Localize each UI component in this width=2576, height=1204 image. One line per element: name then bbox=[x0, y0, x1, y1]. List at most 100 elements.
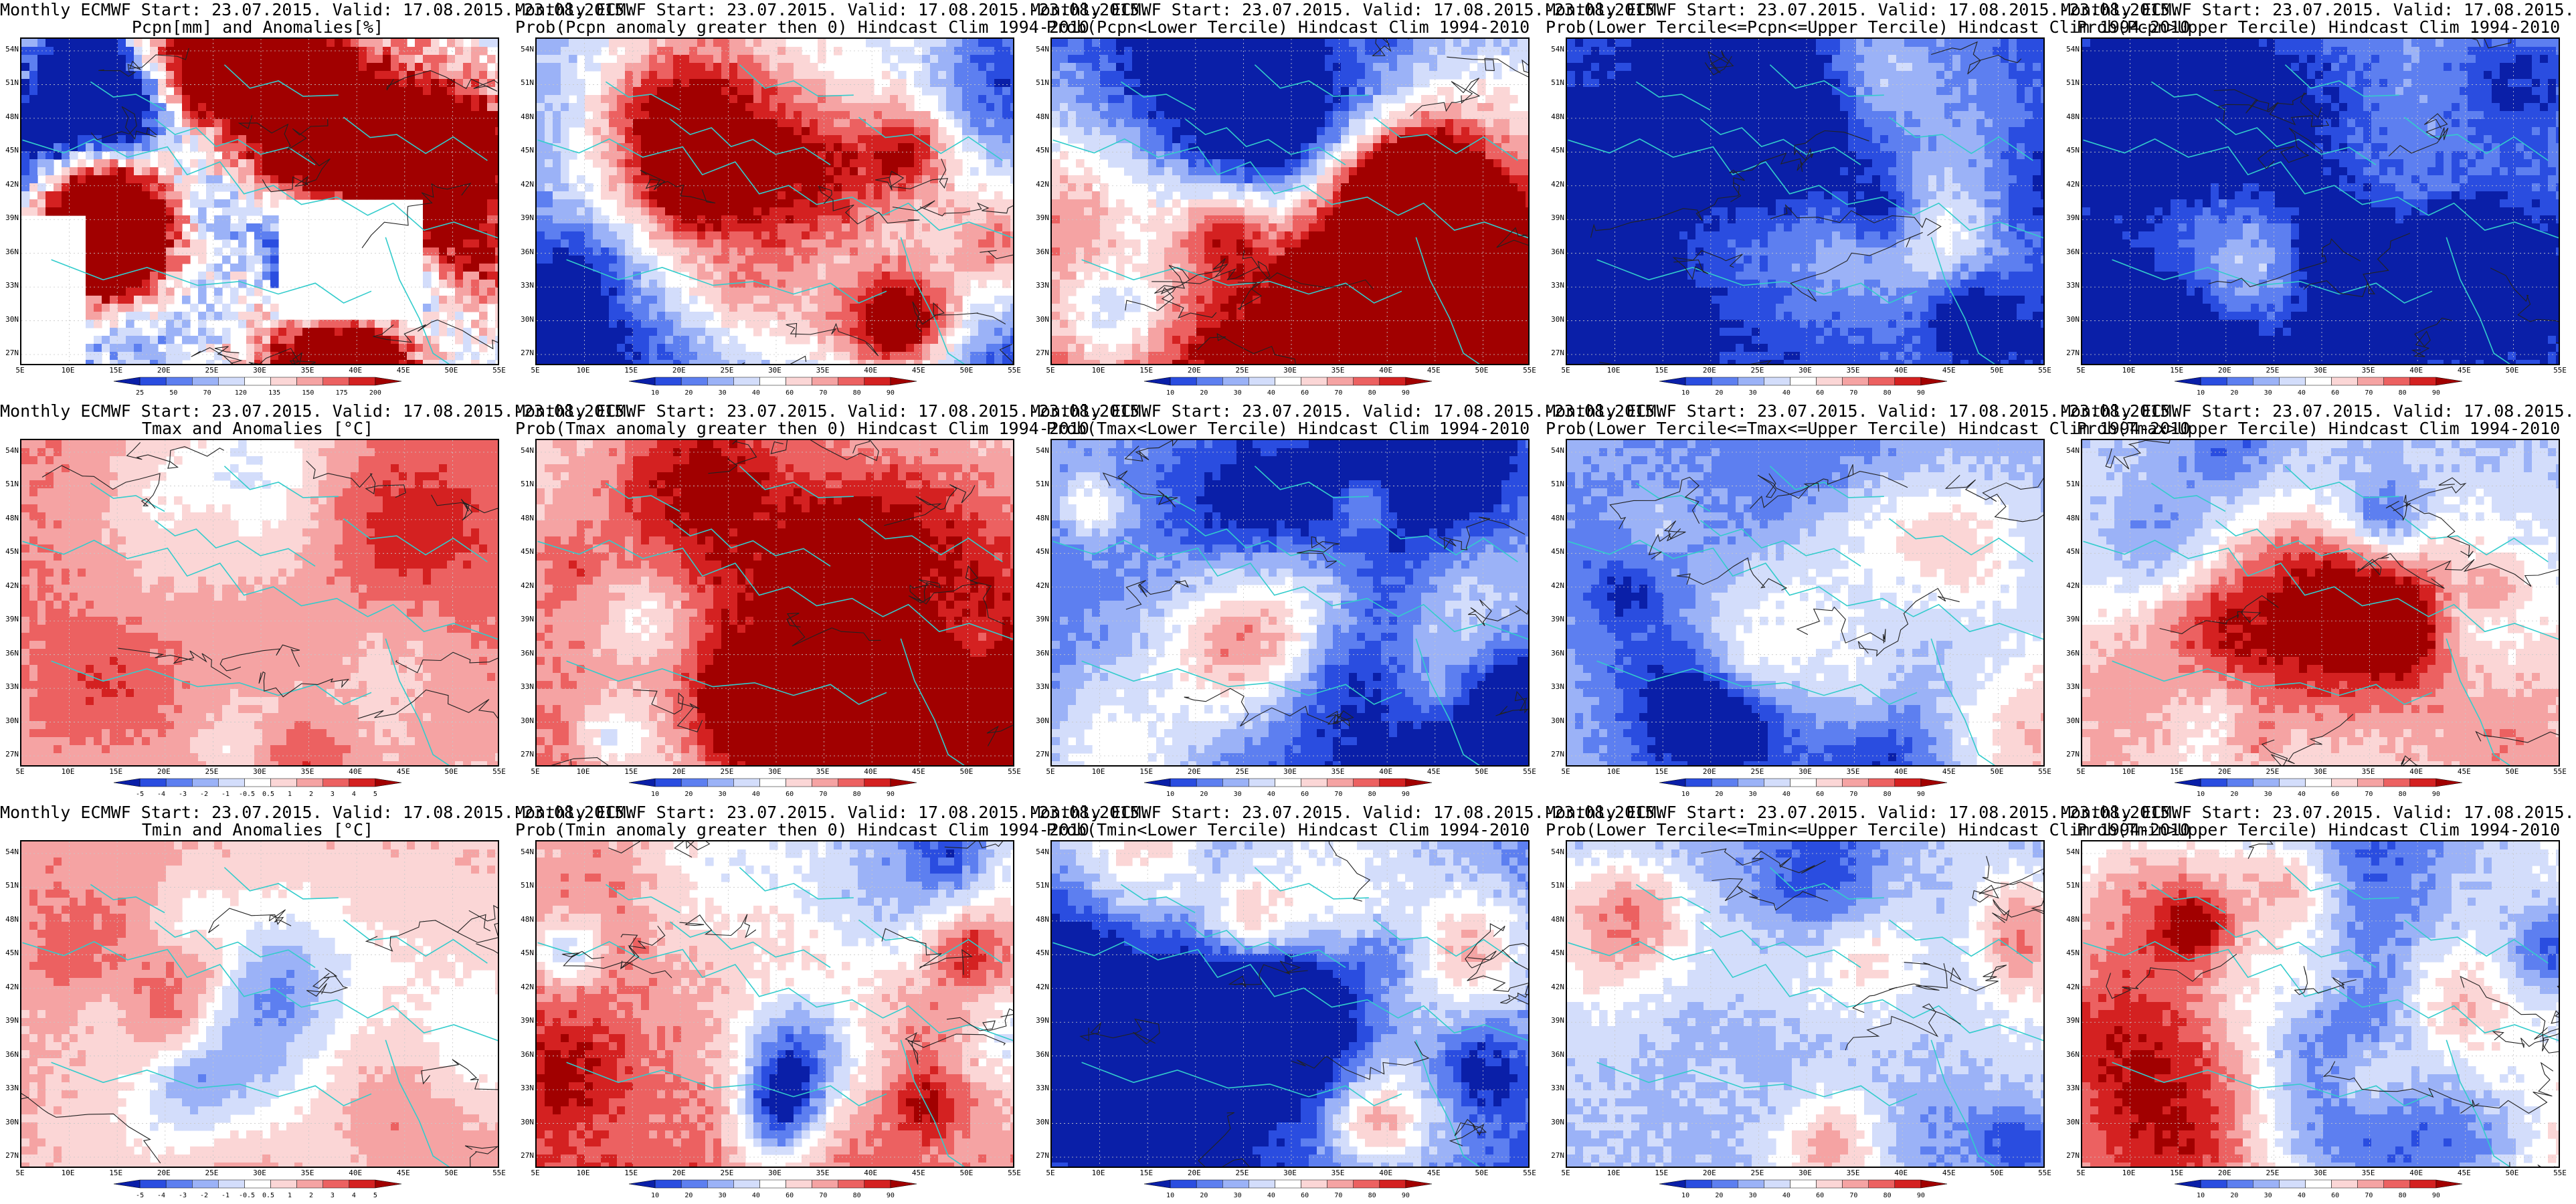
colorbar-label: -4 bbox=[150, 1192, 173, 1200]
latitude-label: 54N bbox=[2062, 447, 2080, 455]
colorbar-swatch bbox=[2409, 1179, 2437, 1189]
latitude-label: 51N bbox=[2062, 882, 2080, 890]
colorbar-swatch bbox=[759, 1179, 786, 1189]
longitude-label: 5E bbox=[525, 367, 545, 375]
colorbar-label: 20 bbox=[1708, 791, 1730, 799]
latitude-label: 45N bbox=[1032, 146, 1049, 155]
latitude-label: 30N bbox=[1547, 315, 1564, 324]
colorbar-label: 60 bbox=[2324, 1192, 2347, 1200]
panel-title: Monthly ECMWF Start: 23.07.2015. Valid: … bbox=[0, 403, 634, 420]
latitude-label: 45N bbox=[1, 146, 19, 155]
longitude-label: 20E bbox=[1699, 768, 1720, 776]
colorbar-label: 90 bbox=[2425, 389, 2448, 397]
longitude-label: 35E bbox=[1328, 1169, 1348, 1177]
longitude-label: 35E bbox=[1328, 768, 1348, 776]
longitude-label: 5E bbox=[1040, 367, 1061, 375]
map-area bbox=[535, 37, 1014, 365]
latitude-label: 42N bbox=[2062, 180, 2080, 189]
colorbar-swatch bbox=[349, 778, 376, 787]
panel-subtitle: Prob(Pcpn>Upper Tercile) Hindcast Clim 1… bbox=[2061, 19, 2576, 36]
colorbar-swatch bbox=[707, 1179, 734, 1189]
map-area bbox=[2081, 439, 2560, 767]
colorbar-swatch bbox=[1301, 377, 1327, 386]
longitude-label: 10E bbox=[58, 768, 78, 776]
longitude-label: 20E bbox=[669, 768, 689, 776]
latitude-label: 36N bbox=[517, 1050, 534, 1059]
latitude-label: 39N bbox=[1032, 1017, 1049, 1025]
colorbar-label: 2 bbox=[300, 791, 323, 799]
colorbar-swatch bbox=[349, 1179, 376, 1189]
map-area bbox=[1566, 840, 2045, 1168]
latitude-label: 54N bbox=[1032, 45, 1049, 54]
panel-subtitle: Prob(Tmin<Lower Tercile) Hindcast Clim 1… bbox=[1030, 821, 1546, 839]
longitude-label: 25E bbox=[1747, 1169, 1767, 1177]
longitude-label: 10E bbox=[2119, 1169, 2139, 1177]
colorbar-swatch bbox=[864, 1179, 891, 1189]
colorbar-swatch bbox=[838, 778, 865, 787]
panel-title: Monthly ECMWF Start: 23.07.2015. Valid: … bbox=[1546, 1, 2180, 19]
longitude-label: 10E bbox=[58, 367, 78, 375]
latitude-label: 36N bbox=[1, 247, 19, 256]
colorbar-label: -1 bbox=[214, 1192, 237, 1200]
panel-title: Monthly ECMWF Start: 23.07.2015. Valid: … bbox=[515, 1, 1149, 19]
colorbar-swatch bbox=[1249, 1179, 1275, 1189]
colorbar-label: 10 bbox=[1674, 389, 1697, 397]
longitude-label: 20E bbox=[2215, 768, 2235, 776]
colorbar-label: 90 bbox=[2425, 1192, 2448, 1200]
colorbar-swatch bbox=[1764, 778, 1790, 787]
colorbar-label: -1 bbox=[214, 791, 237, 799]
latitude-label: 36N bbox=[1032, 649, 1049, 658]
colorbar-label: 135 bbox=[263, 389, 286, 397]
longitude-label: 45E bbox=[393, 367, 413, 375]
longitude-label: 30E bbox=[2310, 768, 2330, 776]
longitude-label: 55E bbox=[489, 768, 509, 776]
colorbar-label: -3 bbox=[171, 1192, 194, 1200]
shaded-field bbox=[21, 39, 498, 364]
colorbar-swatch bbox=[1894, 377, 1922, 386]
latitude-label: 48N bbox=[1547, 112, 1564, 121]
colorbar-swatch bbox=[1816, 778, 1843, 787]
colorbar-swatch bbox=[1301, 778, 1327, 787]
colorbar-swatch bbox=[2331, 377, 2358, 386]
panel-subtitle: Pcpn[mm] and Anomalies[%] bbox=[0, 19, 515, 36]
latitude-label: 54N bbox=[1, 45, 19, 54]
colorbar-swatch bbox=[1327, 377, 1354, 386]
longitude-label: 10E bbox=[2119, 367, 2139, 375]
colorbar-swatch bbox=[2305, 1179, 2332, 1189]
colorbar-label: 40 bbox=[745, 389, 767, 397]
colorbar-swatch bbox=[139, 778, 167, 787]
map-area bbox=[535, 840, 1014, 1168]
colorbar-label: 70 bbox=[1842, 791, 1865, 799]
latitude-label: 30N bbox=[1, 1118, 19, 1126]
shaded-field bbox=[21, 440, 498, 765]
longitude-label: 30E bbox=[765, 367, 785, 375]
colorbar-swatch bbox=[1894, 778, 1922, 787]
colorbar: 25 50 70 120 135 150 175 200 bbox=[0, 376, 515, 401]
panel-subtitle: Prob(Tmin>Upper Tercile) Hindcast Clim 1… bbox=[2061, 821, 2576, 839]
colorbar-swatch bbox=[2383, 377, 2411, 386]
colorbar-swatch bbox=[1143, 1179, 1171, 1189]
latitude-label: 45N bbox=[1, 548, 19, 556]
colorbar-swatch bbox=[1920, 377, 1948, 386]
colorbar-swatch bbox=[165, 778, 193, 787]
colorbar-swatch bbox=[139, 377, 167, 386]
map-area bbox=[1050, 439, 1530, 767]
longitude-label: 55E bbox=[1004, 367, 1024, 375]
colorbar-label: 60 bbox=[1809, 389, 1831, 397]
longitude-label: 5E bbox=[2071, 367, 2091, 375]
longitude-label: 20E bbox=[2215, 1169, 2235, 1177]
latitude-label: 51N bbox=[1, 480, 19, 488]
latitude-label: 51N bbox=[1032, 882, 1049, 890]
latitude-label: 51N bbox=[1032, 79, 1049, 87]
latitude-label: 48N bbox=[517, 514, 534, 522]
colorbar-swatch bbox=[1711, 377, 1738, 386]
longitude-label: 55E bbox=[2550, 768, 2570, 776]
colorbar-swatch bbox=[375, 1179, 402, 1189]
longitude-label: 15E bbox=[1651, 768, 1671, 776]
longitude-label: 25E bbox=[1747, 367, 1767, 375]
latitude-label: 48N bbox=[2062, 112, 2080, 121]
colorbar-swatch bbox=[1275, 377, 1301, 386]
colorbar-label: 60 bbox=[1293, 791, 1316, 799]
colorbar-swatch bbox=[2279, 778, 2306, 787]
latitude-label: 27N bbox=[2062, 750, 2080, 759]
